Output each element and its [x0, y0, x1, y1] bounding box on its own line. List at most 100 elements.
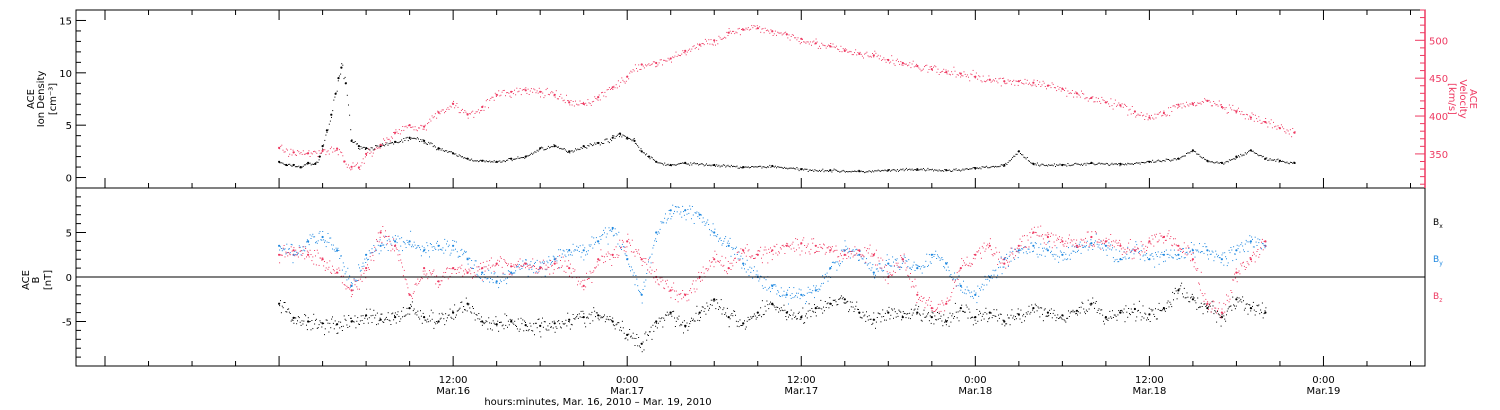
- velocity-dot: [1195, 105, 1197, 107]
- by-dot: [290, 243, 292, 245]
- density-dot: [555, 145, 557, 147]
- by-dot: [629, 266, 631, 268]
- by-dot: [630, 266, 632, 268]
- density-dot: [997, 166, 999, 168]
- density-dot: [490, 161, 492, 163]
- velocity-dot: [418, 127, 419, 129]
- velocity-dot: [1235, 112, 1237, 114]
- bz-dot: [523, 263, 525, 265]
- by-dot: [719, 237, 721, 239]
- by-dot: [990, 274, 992, 276]
- density-dot: [576, 149, 578, 151]
- bx-dot: [851, 301, 853, 303]
- by-dot: [1211, 250, 1213, 252]
- by-dot: [814, 297, 815, 299]
- by-dot: [498, 287, 500, 289]
- velocity-dot: [877, 54, 879, 56]
- bz-dot: [674, 299, 676, 300]
- bx-dot: [1205, 306, 1207, 307]
- bz-dot: [305, 248, 307, 249]
- bz-dot: [479, 268, 481, 270]
- velocity-point: [611, 86, 614, 89]
- velocity-dot: [788, 34, 790, 36]
- density-dot: [911, 168, 913, 170]
- bz-dot: [397, 254, 399, 256]
- density-dot: [695, 163, 697, 165]
- density-dot: [869, 170, 871, 172]
- bx-dot: [1141, 316, 1143, 318]
- velocity-point: [350, 165, 353, 168]
- density-dot: [840, 171, 842, 173]
- velocity-dot: [1279, 127, 1281, 129]
- bx-dot: [419, 318, 421, 320]
- by-dot: [745, 271, 747, 273]
- bx-dot: [371, 322, 373, 323]
- by-dot: [549, 259, 551, 261]
- velocity-dot: [442, 109, 444, 111]
- density-dot: [1033, 164, 1035, 166]
- velocity-dot: [1169, 115, 1171, 117]
- by-dot: [1020, 249, 1022, 251]
- bx-dot: [1258, 304, 1260, 306]
- density-dot: [1112, 164, 1114, 166]
- bx-dot: [912, 312, 914, 314]
- velocity-dot: [306, 152, 308, 154]
- density-dot: [1241, 155, 1243, 157]
- bz-dot: [306, 256, 307, 258]
- bx-dot: [901, 315, 903, 317]
- density-dot: [1157, 159, 1159, 161]
- bx-dot: [1041, 307, 1043, 309]
- by-dot: [399, 238, 401, 240]
- bz-dot: [423, 273, 425, 275]
- velocity-dot: [625, 80, 627, 82]
- by-dot: [1257, 238, 1259, 240]
- density-dot: [534, 151, 536, 153]
- density-dot: [885, 170, 887, 172]
- by-dot: [1239, 251, 1241, 253]
- bx-dot: [865, 320, 867, 322]
- velocity-dot: [1244, 118, 1246, 120]
- velocity-dot: [874, 50, 876, 52]
- bx-dot: [858, 312, 860, 314]
- bx-dot: [795, 315, 797, 317]
- velocity-dot: [314, 150, 316, 152]
- bx-dot: [1248, 304, 1250, 305]
- velocity-dot: [1221, 104, 1222, 106]
- bx-dot: [1259, 313, 1261, 315]
- bz-point: [814, 244, 817, 247]
- velocity-point: [1191, 102, 1194, 105]
- velocity-dot: [660, 59, 662, 61]
- bz-dot: [373, 260, 375, 262]
- bx-dot: [744, 320, 745, 322]
- bz-dot: [668, 290, 670, 292]
- velocity-dot: [689, 48, 691, 50]
- density-dot: [1214, 162, 1216, 164]
- bx-dot: [735, 314, 736, 316]
- velocity-dot: [1143, 114, 1145, 116]
- density-dot: [662, 163, 663, 165]
- by-dot: [1177, 254, 1179, 255]
- bx-dot: [382, 321, 384, 323]
- bx-dot: [293, 322, 295, 324]
- by-dot: [728, 242, 730, 244]
- bx-dot: [758, 315, 760, 316]
- bz-dot: [378, 241, 380, 243]
- by-dot: [1220, 262, 1222, 264]
- by-dot: [430, 244, 432, 245]
- bz-dot: [613, 249, 615, 251]
- bx-dot: [1026, 313, 1028, 315]
- density-dot: [344, 76, 346, 78]
- velocity-dot: [287, 149, 288, 151]
- by-dot: [908, 259, 910, 261]
- by-dot: [689, 205, 691, 207]
- density-dot: [311, 163, 313, 165]
- velocity-dot: [441, 109, 443, 111]
- bx-dot: [575, 317, 577, 319]
- density-dot: [1119, 165, 1121, 167]
- bx-dot: [875, 327, 876, 329]
- by-dot: [663, 222, 665, 224]
- bz-dot: [481, 268, 482, 270]
- bx-dot: [469, 307, 471, 309]
- bx-dot: [515, 324, 517, 326]
- bx-dot: [481, 316, 482, 318]
